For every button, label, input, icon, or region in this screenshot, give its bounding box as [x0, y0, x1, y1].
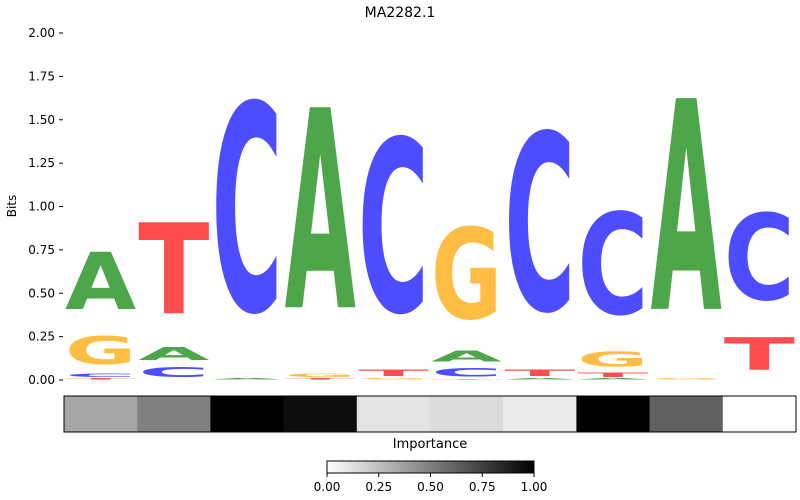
- logo-letter-G: G: [65, 328, 136, 373]
- logo-letter-A: A: [577, 378, 649, 380]
- logo-letter-C: C: [358, 91, 429, 367]
- logo-letter-A: A: [211, 378, 283, 380]
- logo-letter-C: C: [724, 189, 795, 328]
- importance-cell: [576, 396, 651, 432]
- y-tick-label: 0.25: [28, 330, 55, 344]
- y-tick-label: 0.00: [28, 373, 55, 387]
- colorbar-tick-label: 1.00: [521, 480, 548, 494]
- logo-letter-T: T: [285, 378, 356, 380]
- logo-letter-A: A: [285, 54, 356, 373]
- logo-letter-G: G: [577, 347, 648, 371]
- y-tick-label: 2.00: [28, 26, 55, 40]
- importance-cell: [137, 396, 211, 432]
- colorbar-tick-label: 0.75: [469, 480, 496, 494]
- y-axis: 0.00 0.25 0.50 0.75 1.00 1.25 1.50 1.75 2.00: [28, 26, 63, 387]
- logo-letter-C: C: [211, 48, 282, 379]
- y-tick-label: 0.50: [28, 286, 55, 300]
- logo-letter-A: A: [504, 378, 576, 380]
- logo-letter-G: G: [651, 378, 722, 380]
- logo-letter-C: C: [65, 373, 136, 378]
- logo-letter-C: C: [504, 84, 575, 368]
- y-tick-label: 0.75: [28, 243, 55, 257]
- colorbar-tick-label: 0.25: [365, 480, 392, 494]
- importance-cell: [210, 396, 285, 432]
- logo-letter-G: G: [285, 373, 356, 378]
- logo-letter-G: G: [431, 203, 502, 348]
- y-tick-label: 1.50: [28, 113, 55, 127]
- colorbar-gradient: [326, 460, 535, 474]
- importance-cell: [64, 396, 138, 432]
- logo-letter-A: A: [65, 237, 136, 328]
- importance-label: Importance: [393, 437, 468, 452]
- colorbar-tick-label: 0.50: [417, 480, 444, 494]
- logo-letter-A: A: [431, 348, 502, 365]
- importance-cell: [430, 396, 504, 432]
- chart-title: MA2282.1: [365, 5, 436, 21]
- logo-letter-G: G: [358, 378, 429, 380]
- importance-cell: [283, 396, 358, 432]
- y-tick-label: 1.00: [28, 200, 55, 214]
- y-tick-label: 1.25: [28, 156, 55, 170]
- logo-letter-C: C: [138, 365, 209, 380]
- logo-letter-A: A: [138, 344, 209, 365]
- logo-letter-T: T: [138, 199, 209, 344]
- importance-heatmap: [63, 395, 797, 433]
- importance-colorbar: 0.00 0.25 0.50 0.75 1.00: [314, 460, 548, 494]
- importance-cell: [722, 396, 797, 432]
- logo-letter-A: A: [651, 41, 722, 378]
- logo-letter-T: T: [504, 368, 576, 378]
- logo-letter-T: T: [65, 378, 136, 380]
- importance-cell: [356, 396, 431, 432]
- colorbar-tick-label: 0.00: [314, 480, 341, 494]
- importance-cell: [649, 396, 724, 432]
- logo-letter-C: C: [577, 186, 648, 347]
- logo-letter-C: C: [431, 365, 502, 379]
- y-axis-label: Bits: [5, 195, 19, 218]
- y-tick-label: 1.75: [28, 69, 55, 83]
- logo-letter-T: T: [724, 328, 796, 380]
- importance-cell: [503, 396, 577, 432]
- logo-letter-T: T: [577, 371, 649, 378]
- logo-letter-T: T: [358, 368, 430, 378]
- logo-letter-T: T: [431, 379, 502, 380]
- heatmap-frame: [63, 395, 797, 433]
